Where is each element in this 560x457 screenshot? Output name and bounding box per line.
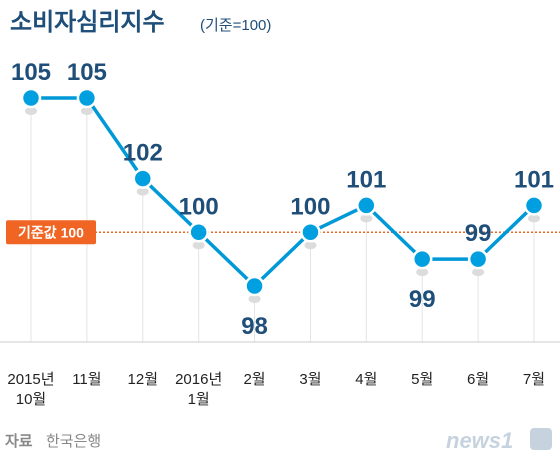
chart-subtitle: (기준=100) <box>200 17 271 34</box>
data-points <box>20 87 545 303</box>
data-point-shadow <box>248 295 261 303</box>
data-point <box>356 195 377 216</box>
data-point-shadow <box>360 214 373 223</box>
source-label: 자료 <box>5 433 33 450</box>
reference-badge-bg <box>6 220 96 245</box>
logo-icon-bg <box>530 428 552 450</box>
series-polyline <box>31 96 536 288</box>
data-label: 99 <box>465 220 492 247</box>
data-point <box>20 87 42 109</box>
data-label: 99 <box>409 286 436 313</box>
x-tick-label: 2015년 <box>7 371 54 388</box>
data-point-shadow <box>192 241 205 250</box>
data-labels: 105 105 102 100 98 100 101 99 99 101 <box>11 59 554 340</box>
data-point-shadow <box>80 107 93 115</box>
data-point-shadow <box>416 268 429 277</box>
data-point <box>300 222 321 243</box>
grid-lines <box>30 112 535 342</box>
data-point <box>132 168 154 189</box>
data-label: 101 <box>346 166 386 193</box>
data-label: 101 <box>514 166 554 193</box>
chart-title: 소비자심리지수 <box>10 9 165 36</box>
x-tick-label: 2월 <box>243 371 265 388</box>
data-point <box>523 195 545 216</box>
x-tick-label: 4월 <box>355 371 377 388</box>
x-tick-label: 11월 <box>72 371 101 388</box>
x-tick-label: 2016년 <box>175 371 222 388</box>
reference-badge-label: 기준값 100 <box>18 224 84 240</box>
data-point-shadow <box>472 268 485 277</box>
data-point-shadow <box>528 214 540 223</box>
data-point-shadow <box>136 187 149 196</box>
news1-logo: news1 <box>446 428 552 453</box>
x-tick-label: 6월 <box>467 371 489 388</box>
x-tick-labels: 2015년 10월 11월 12월 2016년 1월 2월 3월 4월 5월 6월 7월 <box>7 371 545 408</box>
data-label: 105 <box>67 59 107 86</box>
data-point <box>467 248 489 270</box>
x-tick-label: 1월 <box>188 391 210 408</box>
reference-badge: 기준값 100 <box>6 220 96 245</box>
x-tick-label: 5월 <box>411 371 433 388</box>
data-label: 98 <box>241 313 268 340</box>
data-point <box>188 222 209 243</box>
data-label: 100 <box>290 193 330 220</box>
data-label: 105 <box>11 59 51 86</box>
logo-text: news1 <box>446 428 513 453</box>
source-value: 한국은행 <box>46 433 101 450</box>
data-label: 102 <box>123 140 163 167</box>
data-label: 100 <box>179 193 219 220</box>
data-point-shadow <box>304 241 317 250</box>
x-tick-label: 3월 <box>299 371 321 388</box>
data-point <box>244 275 265 297</box>
data-point <box>76 87 98 109</box>
x-tick-label: 10월 <box>16 391 47 408</box>
x-tick-label: 7월 <box>523 371 545 388</box>
data-point-shadow <box>25 107 37 115</box>
data-point <box>411 248 433 270</box>
series-line <box>31 96 536 288</box>
x-tick-label: 12월 <box>128 371 159 388</box>
